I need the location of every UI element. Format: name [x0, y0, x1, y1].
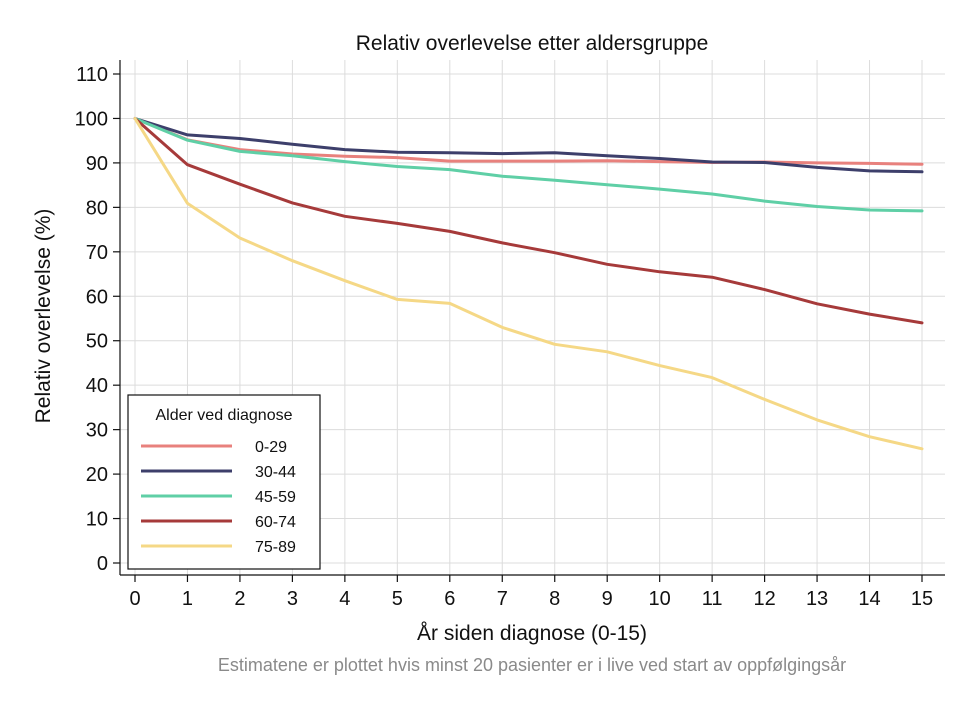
x-axis-label: År siden diagnose (0-15) — [417, 622, 647, 645]
y-tick-label: 0 — [97, 553, 108, 575]
chart-title: Relativ overlevelse etter aldersgruppe — [356, 32, 709, 55]
x-tick-label: 1 — [182, 588, 193, 610]
y-tick-label: 10 — [86, 509, 108, 531]
y-axis-ticks: 0 10 20 30 40 50 60 70 80 90 100 110 — [75, 64, 120, 575]
legend-items: 0-29 30-44 45-59 60-74 75-89 — [141, 439, 296, 556]
x-tick-label: 14 — [858, 588, 880, 610]
x-tick-label: 9 — [602, 588, 613, 610]
x-tick-label: 4 — [339, 588, 350, 610]
x-tick-label: 12 — [753, 588, 775, 610]
y-tick-label: 100 — [75, 108, 108, 130]
x-tick-label: 2 — [234, 588, 245, 610]
y-axis-label: Relativ overlevelse (%) — [32, 209, 55, 424]
x-tick-label: 10 — [649, 588, 671, 610]
legend-label: 75-89 — [255, 539, 296, 556]
legend-label: 0-29 — [255, 439, 287, 456]
series-line-60-74 — [133, 117, 924, 325]
legend: Alder ved diagnose 0-29 30-44 45-59 60-74 75… — [127, 394, 321, 570]
series-line-0-29 — [133, 117, 924, 166]
y-tick-label: 30 — [86, 420, 108, 442]
y-tick-label: 40 — [86, 375, 108, 397]
series-line-75-89 — [133, 117, 924, 451]
x-tick-label: 5 — [392, 588, 403, 610]
y-tick-label: 20 — [86, 464, 108, 486]
legend-box — [127, 394, 321, 570]
legend-label: 30-44 — [255, 464, 296, 481]
legend-label: 45-59 — [255, 489, 296, 506]
x-tick-label: 13 — [806, 588, 828, 610]
x-tick-label: 8 — [549, 588, 560, 610]
y-tick-label: 50 — [86, 331, 108, 353]
x-tick-label: 6 — [444, 588, 455, 610]
y-tick-label: 110 — [76, 64, 108, 86]
grid-lines — [120, 60, 945, 575]
y-tick-label: 80 — [86, 197, 108, 219]
legend-label: 60-74 — [255, 514, 296, 531]
series-lines — [133, 117, 924, 451]
legend-title: Alder ved diagnose — [156, 407, 293, 424]
y-tick-label: 90 — [86, 153, 108, 175]
series-line-45-59 — [133, 117, 924, 213]
x-tick-label: 3 — [287, 588, 298, 610]
x-tick-label: 15 — [911, 588, 933, 610]
y-tick-label: 70 — [86, 242, 108, 264]
footnote: Estimatene er plottet hvis minst 20 pasi… — [218, 655, 846, 675]
series-line-30-44 — [133, 117, 924, 174]
x-axis-ticks: 0 1 2 3 4 5 6 7 8 9 10 11 12 13 14 15 — [129, 575, 933, 610]
y-tick-label: 60 — [86, 286, 108, 308]
x-tick-label: 11 — [702, 588, 723, 610]
axes — [119, 60, 945, 576]
x-tick-label: 7 — [497, 588, 508, 610]
x-tick-label: 0 — [129, 588, 140, 610]
